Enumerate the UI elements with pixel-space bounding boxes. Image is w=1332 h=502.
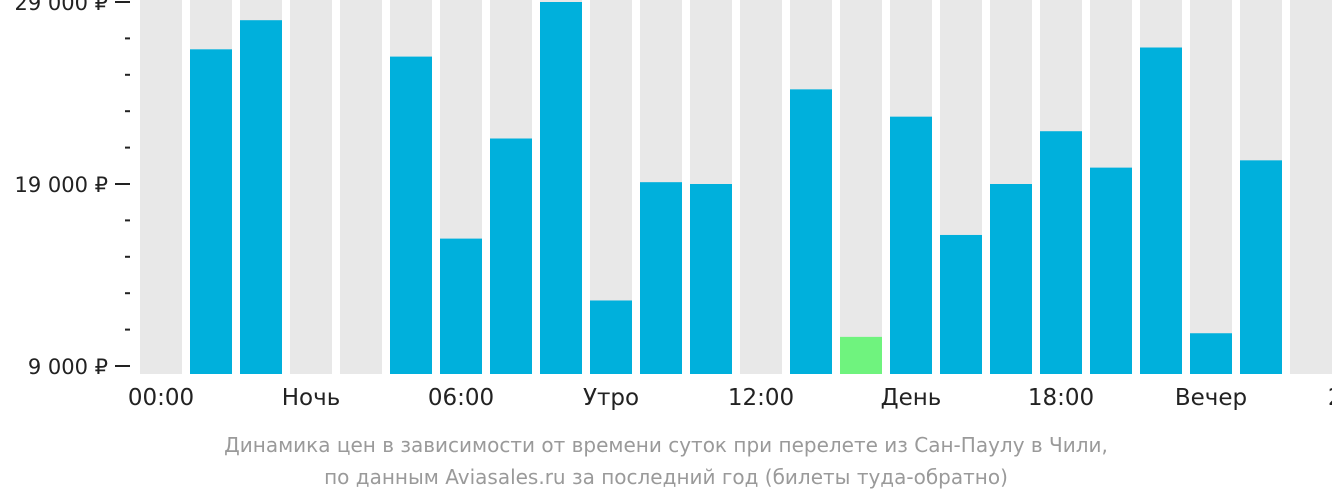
price-bar[interactable]: [1090, 167, 1132, 374]
x-tick-label: 00:00: [128, 385, 194, 411]
y-tick-label: 9 000 ₽: [28, 355, 108, 379]
hour-column-background: [1290, 0, 1332, 374]
price-bar[interactable]: [590, 300, 632, 374]
price-bar[interactable]: [440, 238, 482, 374]
hour-column-background: [290, 0, 332, 374]
price-bar[interactable]: [1140, 47, 1182, 375]
x-tick-label: 12:00: [728, 385, 794, 411]
hour-column-background: [840, 0, 882, 374]
x-tick-label: 06:00: [428, 385, 494, 411]
price-bar[interactable]: [390, 56, 432, 374]
hour-column-background: [1190, 0, 1232, 374]
x-tick-label: 18:00: [1028, 385, 1094, 411]
price-bar[interactable]: [190, 49, 232, 374]
price-bar[interactable]: [990, 184, 1032, 374]
price-bar[interactable]: [1240, 160, 1282, 374]
price-bar[interactable]: [1040, 131, 1082, 374]
price-bar[interactable]: [890, 116, 932, 374]
price-bar[interactable]: [940, 234, 982, 374]
hour-column-background: [740, 0, 782, 374]
price-bar[interactable]: [240, 20, 282, 374]
x-tick-label: 24:00: [1328, 385, 1332, 411]
hour-column-background: [340, 0, 382, 374]
hour-column-background: [140, 0, 182, 374]
chart-caption-line-2: по данным Aviasales.ru за последний год …: [324, 465, 1008, 489]
y-tick-label: 19 000 ₽: [14, 173, 108, 197]
chart-caption-line-1: Динамика цен в зависимости от времени су…: [224, 433, 1108, 457]
x-tick-label: Ночь: [282, 385, 341, 411]
x-tick-label: Вечер: [1175, 385, 1247, 411]
cheapest-price-bar[interactable]: [840, 336, 882, 374]
y-tick-label: 29 000 ₽: [14, 0, 108, 15]
x-tick-label: День: [881, 385, 942, 411]
price-bar[interactable]: [1190, 333, 1232, 374]
x-tick-label: Утро: [583, 385, 639, 411]
price-bar[interactable]: [790, 89, 832, 375]
price-bar[interactable]: [640, 182, 682, 374]
price-bar[interactable]: [540, 2, 582, 374]
price-bar[interactable]: [490, 138, 532, 375]
price-bar[interactable]: [690, 184, 732, 374]
